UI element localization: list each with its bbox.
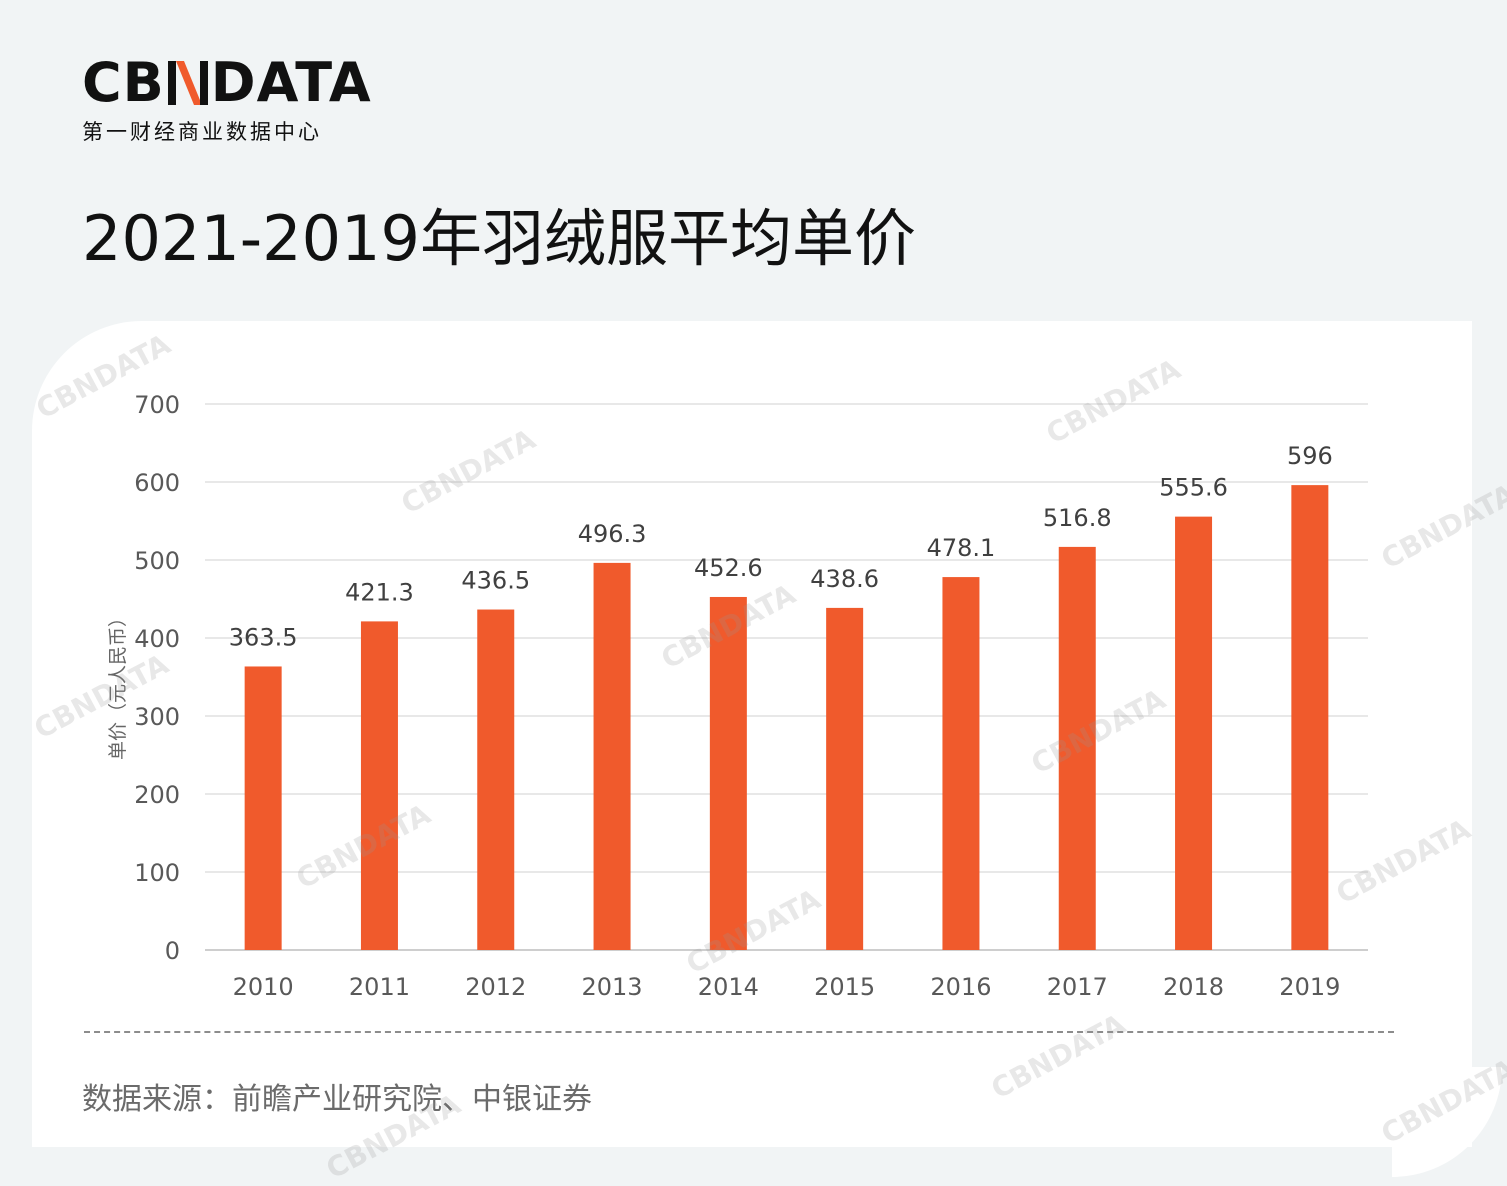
x-tick-label: 2013	[582, 973, 643, 1001]
grid-lines	[205, 403, 1368, 951]
value-labels: 363.5 421.3 436.5 496.3 452.6 438.6 478.1 516.8…	[229, 442, 1333, 651]
bar	[1291, 485, 1329, 950]
x-tick-label: 2010	[233, 973, 294, 1001]
y-tick-label: 700	[134, 391, 180, 419]
logo-subtitle: 第一财经商业数据中心	[82, 120, 322, 144]
bar	[1058, 546, 1096, 950]
x-tick-label: 2015	[814, 973, 875, 1001]
y-axis-label: 单价（元人民币）	[107, 608, 129, 760]
y-tick-label: 600	[134, 469, 180, 497]
bar	[477, 609, 515, 950]
bar	[360, 621, 398, 950]
x-tick-label: 2019	[1279, 973, 1340, 1001]
y-tick-label: 500	[134, 547, 180, 575]
bar	[244, 666, 282, 950]
y-tick-label: 200	[134, 781, 180, 809]
y-axis-ticks: 0 100 200 300 400 500 600 700	[134, 391, 180, 965]
logo-text-right: DATA	[210, 51, 372, 114]
y-tick-label: 400	[134, 625, 180, 653]
y-tick-label: 300	[134, 703, 180, 731]
logo-text-left: CB	[82, 51, 165, 114]
y-tick-label: 0	[165, 937, 180, 965]
brand-logo: CB DATA 第一财经商业数据中心	[82, 56, 372, 146]
x-tick-label: 2014	[698, 973, 759, 1001]
page-title: 2021-2019年羽绒服平均单价	[82, 202, 916, 275]
footer-divider	[84, 1031, 1394, 1033]
data-label: 436.5	[461, 567, 530, 595]
data-label: 438.6	[810, 565, 879, 593]
x-tick-label: 2017	[1047, 973, 1108, 1001]
data-label: 478.1	[927, 534, 996, 562]
bar	[826, 607, 864, 950]
data-label: 452.6	[694, 554, 763, 582]
bar	[942, 577, 980, 950]
bar	[1175, 516, 1213, 950]
logo-n-icon	[167, 61, 208, 105]
data-label: 516.8	[1043, 504, 1112, 532]
bar	[593, 562, 631, 950]
data-source: 数据来源：前瞻产业研究院、中银证券	[82, 1082, 592, 1117]
x-tick-label: 2012	[465, 973, 526, 1001]
x-tick-label: 2016	[930, 973, 991, 1001]
y-tick-label: 100	[134, 859, 180, 887]
x-axis-ticks: 2010 2011 2012 2013 2014 2015 2016 2017 2018 2019	[233, 973, 1341, 1001]
bar	[709, 596, 747, 950]
logo-mark: CB DATA	[82, 56, 372, 110]
data-label: 363.5	[229, 623, 298, 651]
data-label: 555.6	[1159, 474, 1228, 502]
data-label: 596	[1287, 442, 1333, 470]
data-label: 496.3	[578, 520, 647, 548]
x-tick-label: 2011	[349, 973, 410, 1001]
data-label: 421.3	[345, 578, 414, 606]
x-tick-label: 2018	[1163, 973, 1224, 1001]
bars	[244, 485, 1329, 950]
